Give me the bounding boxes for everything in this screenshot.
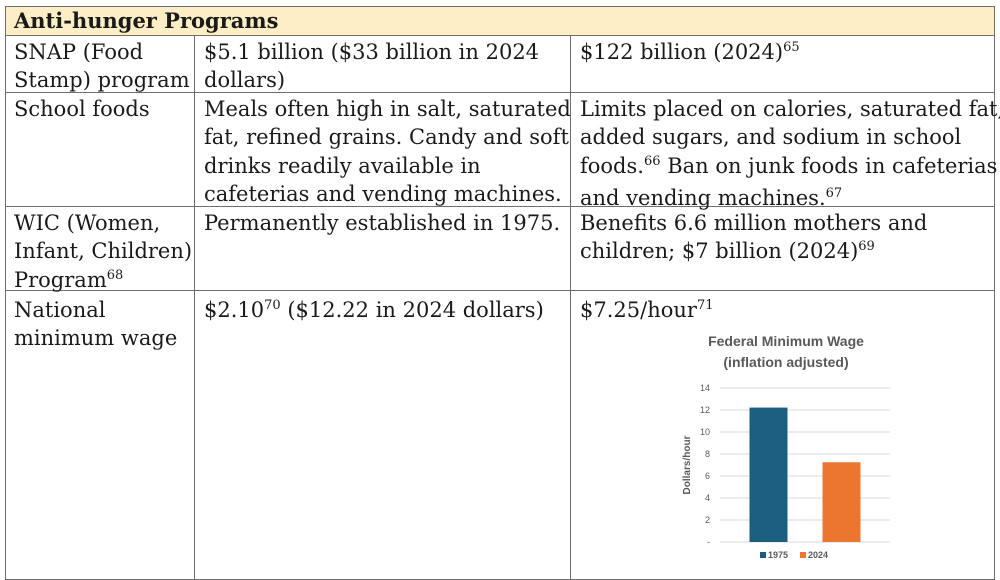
footnote-ref[interactable]: 68	[106, 267, 124, 283]
chart-svg: Federal Minimum Wage (inflation adjusted)…	[682, 333, 890, 560]
program-cell-minimum-wage: National minimum wage	[5, 294, 195, 353]
footnote-ref[interactable]: 66	[643, 153, 661, 169]
now-cell-minimum-wage: $7.25/hour71	[571, 294, 995, 328]
text-line: added sugars, and sodium in school	[580, 125, 962, 150]
footnote-ref[interactable]: 69	[858, 239, 875, 255]
column-divider	[194, 35, 195, 580]
now-cell-snap: $122 billion (2024)65	[571, 36, 995, 70]
y-tick-label: 2	[705, 515, 710, 525]
text-fragment: $2.10	[204, 298, 265, 322]
text-line: Benefits 6.6 million mothers and	[580, 211, 928, 235]
legend-label-2024: 2024	[808, 550, 828, 560]
y-tick-label: 12	[700, 405, 710, 415]
minimum-wage-chart: Federal Minimum Wage (inflation adjusted)…	[672, 326, 920, 566]
footnote-ref[interactable]: 67	[825, 186, 843, 202]
y-tick-label: -	[707, 537, 710, 547]
text-line: $5.1 billion ($33 billion in 2024	[204, 40, 540, 64]
chart-title: Federal Minimum Wage	[708, 333, 864, 349]
text-line: minimum wage	[14, 326, 178, 351]
text-line: and vending machines.67	[580, 184, 986, 216]
row-divider	[5, 290, 995, 291]
y-tick-label: 4	[705, 493, 710, 503]
text-fragment: Ban on junk foods in cafeterias	[660, 153, 998, 178]
y-axis-label: Dollars/hour	[682, 435, 693, 494]
footnote-ref[interactable]: 65	[783, 40, 800, 55]
y-tick-label: 6	[705, 471, 710, 481]
text-line: Limits placed on calories, saturated fat…	[580, 97, 1000, 121]
text-line: drinks readily available in	[204, 153, 481, 178]
snap-now-text: $122 billion (2024)	[580, 40, 784, 64]
text-line: Stamp) program	[14, 68, 190, 93]
program-cell-school-foods: School foods	[5, 93, 195, 123]
chart-subtitle: (inflation adjusted)	[723, 354, 848, 370]
text-fragment: ($12.22 in 2024 dollars)	[280, 298, 544, 322]
text-line: dollars)	[204, 68, 286, 93]
footnote-ref[interactable]: 70	[264, 298, 281, 313]
text-line: foods.66 Ban on junk foods in cafeterias	[580, 152, 997, 184]
section-title: Anti-hunger Programs	[14, 8, 279, 33]
text-fragment: Program	[14, 267, 107, 292]
text-fragment: children; $7 billion (2024)	[580, 239, 859, 264]
legend-swatch-1975	[760, 552, 766, 558]
text-line: Program68	[14, 266, 186, 298]
text-line: $7.25/hour71	[580, 296, 986, 328]
text-line: SNAP (Food	[14, 40, 144, 64]
row-divider	[5, 35, 995, 36]
then-cell-school-foods: Meals often high in salt, saturated fat,…	[195, 93, 571, 209]
text-fragment: and vending machines.	[580, 186, 826, 211]
then-cell-wic: Permanently established in 1975.	[195, 207, 571, 237]
y-tick-label: 14	[700, 383, 710, 393]
table-border-right	[994, 6, 995, 580]
row-divider	[5, 206, 995, 207]
table-border-top	[5, 6, 995, 7]
text-line: National	[14, 298, 106, 322]
row-divider	[5, 92, 995, 93]
program-cell-wic: WIC (Women, Infant, Children) Program68	[5, 207, 195, 298]
text-line: Meals often high in salt, saturated	[204, 97, 571, 121]
section-header: Anti-hunger Programs	[5, 6, 995, 35]
program-cell-snap: SNAP (Food Stamp) program	[5, 36, 195, 95]
text-fragment: $7.25/hour	[580, 298, 697, 322]
bar-1975	[749, 407, 788, 542]
legend-swatch-2024	[800, 552, 806, 558]
text-line: Permanently established in 1975.	[204, 211, 561, 235]
text-line: children; $7 billion (2024)69	[580, 237, 986, 269]
text-line: WIC (Women,	[14, 211, 161, 235]
footnote-ref[interactable]: 71	[696, 298, 714, 313]
column-divider	[570, 35, 571, 580]
anti-hunger-table: Anti-hunger Programs SNAP (Food Stamp) p…	[5, 6, 1000, 580]
text-line: Infant, Children)	[14, 239, 193, 264]
bar-2024	[822, 462, 861, 542]
now-cell-wic: Benefits 6.6 million mothers and childre…	[571, 207, 995, 270]
text-line: cafeterias and vending machines.	[204, 182, 562, 207]
text-line: fat, refined grains. Candy and soft	[204, 125, 569, 150]
text-line: School foods	[14, 97, 150, 121]
text-fragment: foods.	[580, 153, 644, 178]
then-cell-minimum-wage: $2.1070 ($12.22 in 2024 dollars)	[195, 294, 571, 328]
y-tick-label: 8	[705, 449, 710, 459]
table-border-left	[5, 6, 6, 580]
legend-label-1975: 1975	[768, 550, 788, 560]
then-cell-snap: $5.1 billion ($33 billion in 2024 dollar…	[195, 36, 571, 95]
text-line: $122 billion (2024)65	[580, 38, 986, 70]
text-line: $2.1070 ($12.22 in 2024 dollars)	[204, 296, 562, 328]
now-cell-school-foods: Limits placed on calories, saturated fat…	[571, 93, 1000, 217]
y-tick-label: 10	[700, 427, 710, 437]
